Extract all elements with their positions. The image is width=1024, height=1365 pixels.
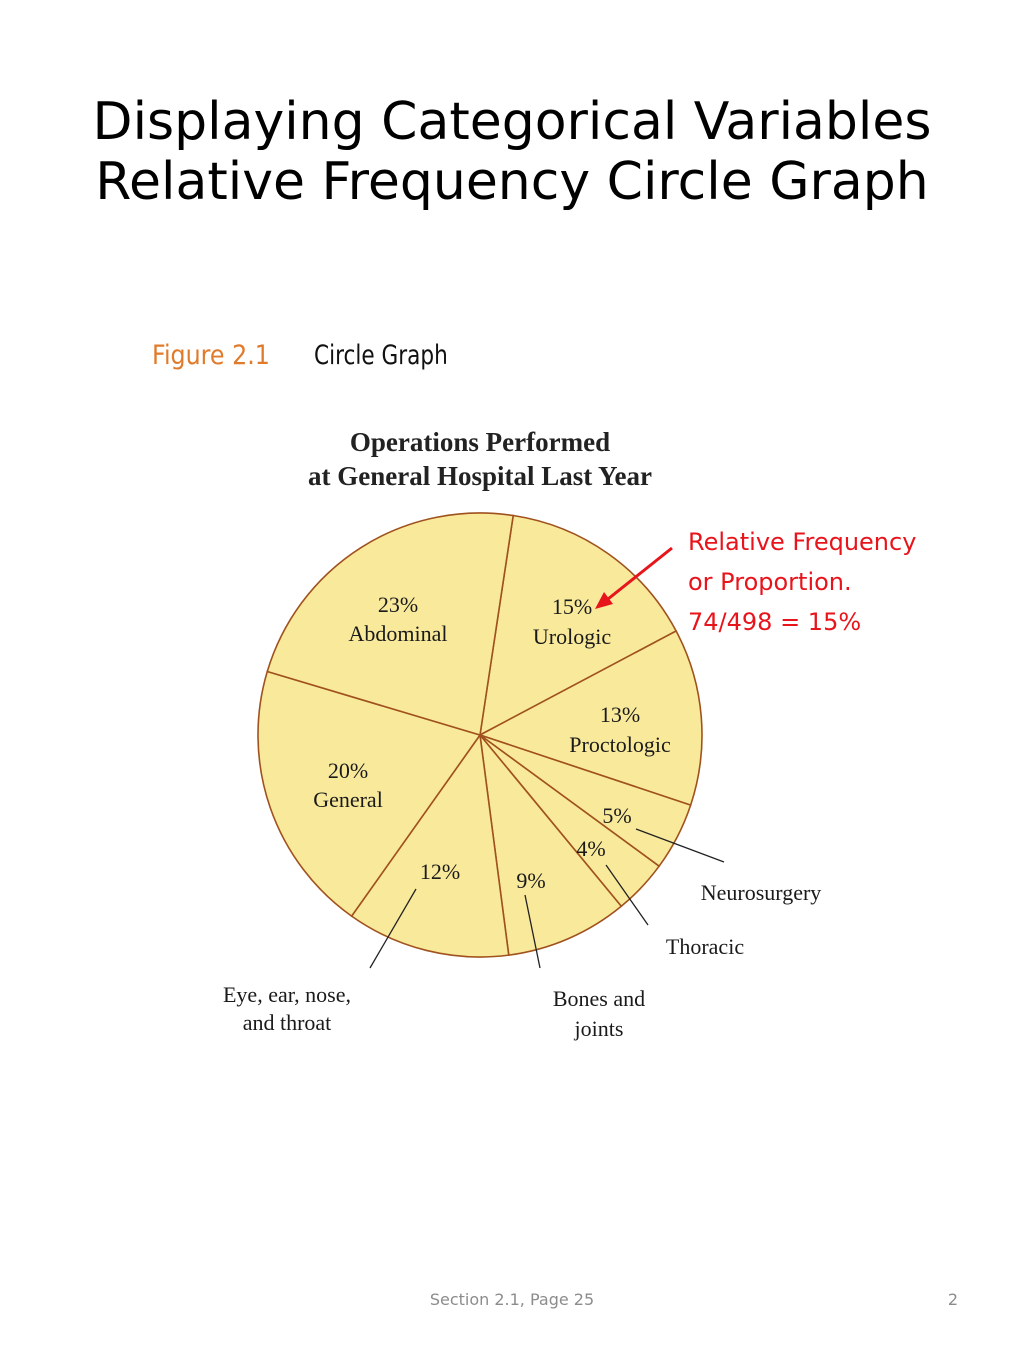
annotation-callout: Relative Frequency or Proportion. 74/498…	[688, 522, 916, 642]
label-abdominal: Abdominal	[349, 621, 448, 646]
leader-line-thoracic	[605, 864, 649, 926]
pie-slice-abdominal	[266, 512, 515, 737]
label-ent-line2: and throat	[243, 1010, 332, 1035]
pie-slice-eye-ear-nose-and-throat	[350, 732, 510, 958]
label-thoracic: Thoracic	[666, 934, 744, 959]
annotation-line3: 74/498 = 15%	[688, 608, 862, 636]
label-bones-line1: Bones and	[553, 986, 645, 1011]
label-proctologic-pct: 13%	[600, 702, 640, 727]
figure-label: Figure 2.1	[152, 340, 270, 371]
slide-title-line1: Displaying Categorical Variables	[92, 92, 932, 152]
label-thoracic-pct: 4%	[576, 836, 605, 861]
chart-title-line2: at General Hospital Last Year	[308, 461, 652, 491]
annotation-arrow	[595, 546, 673, 609]
annotation-line2: or Proportion.	[688, 568, 852, 596]
slide-title-line2: Relative Frequency Circle Graph	[95, 152, 929, 212]
leader-line-neurosurgery	[635, 828, 725, 863]
pie-slices	[257, 512, 703, 958]
leader-line-ent	[369, 888, 417, 969]
label-urologic: Urologic	[533, 624, 611, 649]
label-urologic-pct: 15%	[552, 594, 592, 619]
label-bones-pct: 9%	[516, 868, 545, 893]
label-ent-pct: 12%	[420, 859, 460, 884]
slide-title: Displaying Categorical Variables Relativ…	[0, 92, 1024, 212]
pie-slice-general	[257, 670, 482, 918]
chart-title-line1: Operations Performed	[349, 427, 611, 457]
footer-text: Section 2.1, Page 25	[429, 1290, 595, 1309]
pie-slice-bones-and-joints	[478, 732, 623, 957]
pie-slice-proctologic	[477, 629, 703, 807]
page-number: 2	[947, 1290, 958, 1309]
label-proctologic: Proctologic	[569, 732, 671, 757]
chart-title: Operations Performed at General Hospital…	[240, 425, 720, 493]
pie-slice-urologic	[478, 514, 678, 737]
label-ent-line1: Eye, ear, nose,	[223, 982, 351, 1007]
figure-caption: Circle Graph	[314, 340, 448, 371]
leader-line-bones	[524, 894, 541, 969]
leader-lines	[369, 828, 725, 969]
label-general: General	[313, 787, 383, 812]
label-neuro-pct: 5%	[602, 803, 631, 828]
annotation-line1: Relative Frequency	[688, 528, 917, 556]
label-abdominal-pct: 23%	[378, 592, 418, 617]
label-general-pct: 20%	[328, 758, 368, 783]
label-bones-line2: joints	[574, 1016, 624, 1041]
label-neurosurgery: Neurosurgery	[701, 880, 822, 905]
